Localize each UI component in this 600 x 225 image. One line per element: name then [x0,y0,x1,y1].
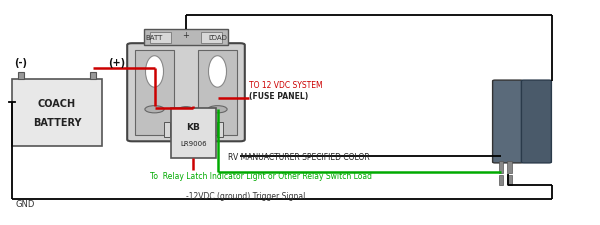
Text: (FUSE PANEL): (FUSE PANEL) [249,92,308,101]
Text: -12VDC (ground) Trigger Signal: -12VDC (ground) Trigger Signal [186,192,305,201]
Bar [12,79,102,146]
Text: COACH: COACH [38,99,76,109]
Ellipse shape [209,56,227,87]
Bar [198,50,237,135]
Text: RV MANUACTURER SPECIFIED COLOR: RV MANUACTURER SPECIFIED COLOR [228,153,370,162]
Text: –: – [209,32,214,40]
FancyBboxPatch shape [493,80,523,163]
Bar [18,72,24,79]
Bar [499,175,503,184]
Bar [217,122,223,137]
Bar [171,108,216,158]
Bar [150,32,171,43]
Circle shape [179,107,193,112]
Text: To  Relay Latch Indicator Light or Other Relay Switch Load: To Relay Latch Indicator Light or Other … [150,172,372,181]
Ellipse shape [146,56,163,87]
Bar [507,175,512,184]
Circle shape [208,106,227,113]
Bar [201,32,222,43]
Text: (-): (-) [14,58,28,68]
Text: BATTERY: BATTERY [33,118,81,128]
Bar [135,50,174,135]
Bar [499,161,503,173]
Text: +: + [182,32,190,40]
Bar [144,29,228,45]
Text: TO 12 VDC SYSTEM: TO 12 VDC SYSTEM [249,81,323,90]
Text: GND: GND [15,200,34,209]
Text: BATT: BATT [146,34,163,40]
Text: LOAD: LOAD [208,34,227,40]
Circle shape [145,106,164,113]
Text: KB: KB [187,123,200,132]
Bar [90,72,96,79]
FancyBboxPatch shape [127,43,245,141]
Bar [507,161,512,173]
Bar [164,122,170,137]
Text: (+): (+) [109,58,125,68]
FancyBboxPatch shape [521,80,551,163]
Text: LR9006: LR9006 [180,141,207,147]
